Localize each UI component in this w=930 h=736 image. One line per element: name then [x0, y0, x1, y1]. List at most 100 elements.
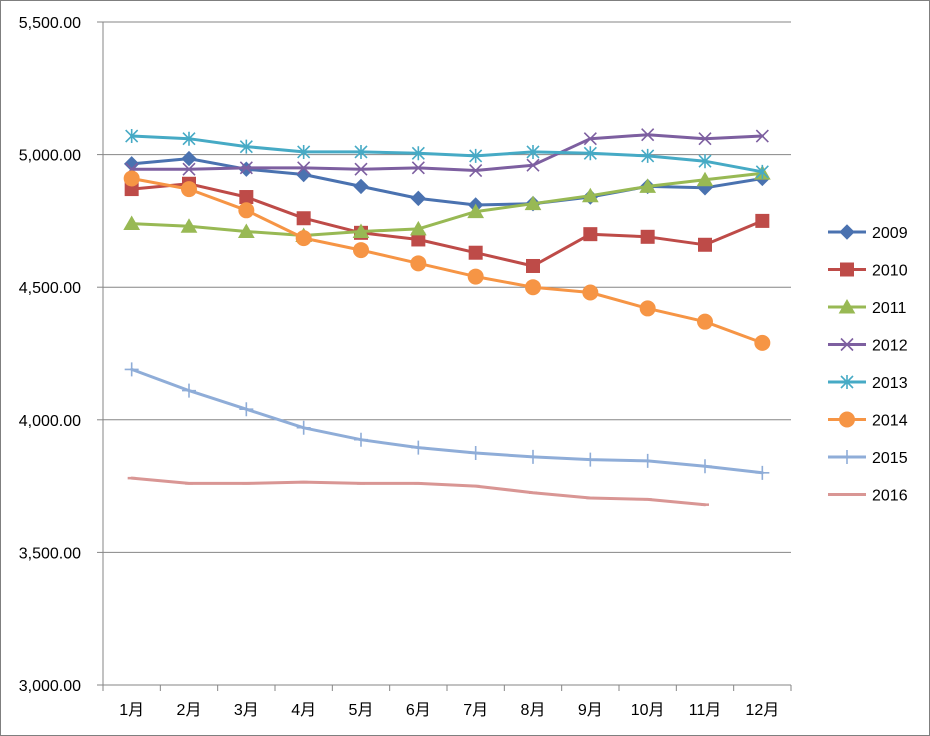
data-point-2013 [641, 148, 655, 163]
legend-label: 2014 [872, 413, 908, 430]
data-point-2012 [239, 161, 253, 175]
data-point-2012 [526, 158, 540, 172]
x-tick-label: 2月 [177, 702, 202, 719]
data-point-2013 [698, 154, 712, 169]
data-point-2014 [754, 334, 771, 351]
data-point-2010 [640, 229, 655, 244]
data-point-2012 [411, 161, 425, 175]
data-point-2013 [526, 144, 540, 159]
legend-marker [839, 411, 855, 428]
data-point-2013 [239, 139, 253, 154]
data-point-2015 [182, 383, 196, 398]
series-2016 [127, 476, 709, 507]
y-tick-label: 5,500.00 [19, 15, 81, 32]
data-point-2015 [526, 449, 540, 464]
legend-label: 2010 [872, 263, 908, 280]
data-point-2013 [469, 148, 483, 163]
x-tick-label: 9月 [578, 702, 603, 719]
x-tick-label: 11月 [689, 702, 722, 719]
data-point-2011 [524, 195, 542, 211]
data-point-2015 [583, 452, 598, 467]
data-point-2011 [467, 203, 485, 219]
data-point-2014 [697, 313, 713, 330]
data-point-2014 [181, 181, 197, 198]
x-tick-label: 8月 [521, 702, 546, 719]
data-point-2013 [297, 144, 311, 159]
data-point-2015 [468, 445, 483, 460]
series-line-2016 [130, 476, 707, 507]
y-tick-label: 4,000.00 [19, 413, 81, 430]
data-point-2009 [410, 190, 427, 207]
legend-label: 2009 [872, 225, 908, 242]
legend-marker [840, 337, 854, 352]
x-tick-label: 1月 [119, 702, 144, 719]
data-point-2011 [237, 223, 255, 239]
data-point-2015 [354, 432, 368, 447]
series-2012 [125, 128, 769, 178]
data-point-2011 [352, 223, 370, 239]
series-line-2014 [130, 177, 764, 345]
legend-item-2011: 2011 [828, 298, 907, 317]
legend-marker [838, 298, 856, 314]
data-point-2015 [755, 465, 770, 480]
series-line-2013 [130, 134, 764, 174]
legend-item-2014: 2014 [828, 411, 908, 430]
legend: 2009 2010 2011 2012 2013 2014 2015 2016 [828, 224, 908, 505]
data-point-2009 [181, 150, 197, 167]
data-point-2010 [526, 258, 540, 273]
data-point-2011 [696, 171, 714, 187]
data-point-2010 [468, 245, 483, 260]
x-tick-label: 4月 [291, 702, 316, 719]
x-tick-label: 7月 [463, 702, 488, 719]
data-point-2012 [354, 162, 368, 176]
data-point-2013 [182, 131, 196, 146]
x-tick-label: 6月 [406, 702, 431, 719]
series-line-2010 [130, 182, 764, 268]
data-point-2015 [640, 453, 655, 468]
legend-marker [839, 224, 855, 240]
data-point-2011 [581, 187, 599, 203]
data-point-2012 [755, 129, 769, 143]
y-tick-label: 5,000.00 [19, 148, 81, 165]
legend-label: 2011 [872, 300, 907, 317]
data-point-2015 [239, 402, 254, 417]
x-tick-label: 5月 [349, 702, 374, 719]
data-point-2010 [583, 227, 598, 242]
data-point-2015 [296, 420, 311, 435]
y-tick-label: 3,000.00 [19, 678, 81, 695]
legend-item-2016: 2016 [828, 488, 908, 505]
data-point-2010 [296, 211, 311, 226]
legend-label: 2015 [872, 450, 908, 467]
series-layer [123, 128, 771, 507]
series-line-2009 [130, 157, 764, 207]
data-point-2011 [639, 178, 657, 193]
data-point-2013 [354, 144, 368, 159]
data-point-2012 [641, 128, 655, 142]
data-point-2013 [125, 129, 139, 144]
data-point-2014 [238, 202, 255, 219]
legend-marker [840, 450, 854, 464]
data-point-2014 [353, 242, 369, 259]
data-point-2010 [239, 190, 254, 205]
data-point-2012 [698, 132, 712, 146]
series-2009 [123, 150, 771, 213]
data-point-2012 [583, 132, 597, 146]
data-point-2015 [411, 440, 426, 455]
data-point-2013 [755, 164, 769, 179]
x-tick-label: 12月 [745, 702, 779, 719]
series-2011 [123, 165, 771, 242]
series-line-2011 [130, 171, 764, 237]
series-2013 [125, 129, 769, 179]
data-point-2014 [295, 230, 312, 247]
data-point-2011 [180, 218, 198, 233]
data-point-2013 [411, 146, 425, 161]
data-point-2012 [182, 162, 196, 176]
data-point-2011 [409, 220, 427, 236]
legend-item-2015: 2015 [828, 450, 908, 467]
data-point-2014 [525, 279, 541, 296]
legend-label: 2012 [872, 338, 908, 355]
legend-marker [840, 375, 854, 389]
data-point-2014 [410, 255, 427, 272]
